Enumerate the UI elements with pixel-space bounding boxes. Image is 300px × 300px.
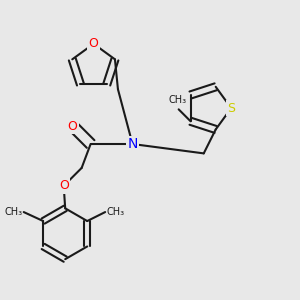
- Text: S: S: [227, 102, 235, 115]
- Text: O: O: [68, 120, 78, 133]
- Text: CH₃: CH₃: [168, 95, 186, 105]
- Text: O: O: [59, 179, 69, 192]
- Text: CH₃: CH₃: [107, 207, 125, 217]
- Text: CH₃: CH₃: [4, 207, 22, 217]
- Text: O: O: [89, 37, 98, 50]
- Text: N: N: [127, 137, 138, 151]
